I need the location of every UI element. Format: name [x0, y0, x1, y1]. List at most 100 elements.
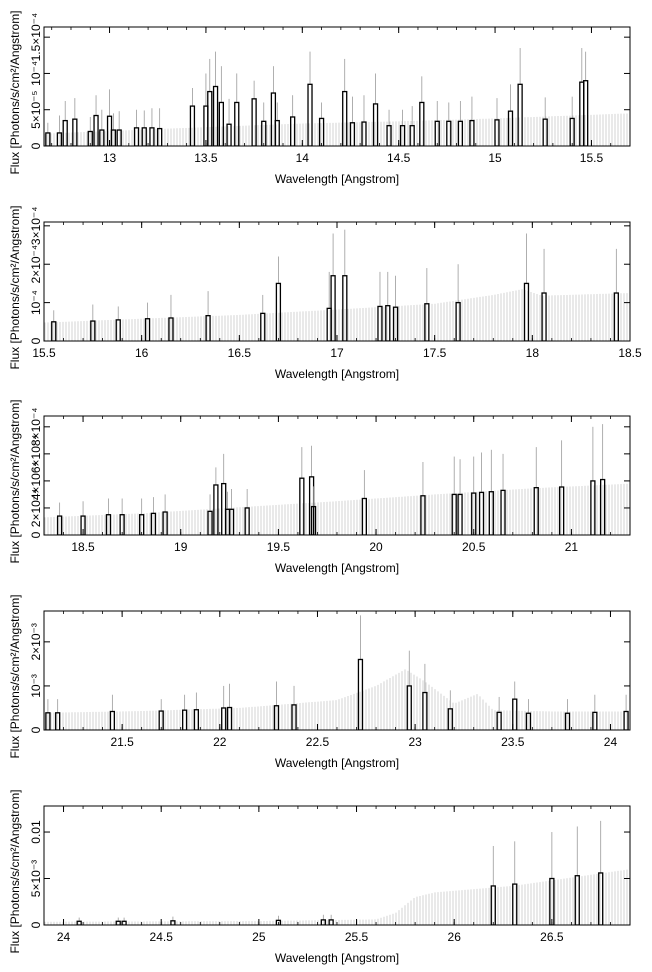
line-bar — [500, 489, 506, 535]
x-axis-title: Wavelength [Angstrom] — [275, 367, 399, 381]
panel-data — [44, 424, 628, 535]
line-bar — [299, 477, 305, 535]
line-bar — [149, 127, 155, 146]
x-tick-label: 14 — [296, 151, 310, 165]
panel-1: 13 13.5 14 14.5 15 15.5 0 5×10⁻⁵ 10⁻⁴1.5×10⁻⁴ Wav… — [8, 10, 631, 186]
y-axis-title: Flux [Photons/s/cm²/Angstrom] — [8, 205, 22, 369]
x-tick-label: 15.5 — [32, 346, 56, 360]
y-axis-title: Flux [Photons/s/cm²/Angstrom] — [8, 594, 22, 758]
line-bar — [377, 305, 383, 341]
line-bar — [109, 710, 116, 730]
line-bar — [291, 704, 297, 730]
line-bar — [115, 920, 121, 925]
y-axis-title: Flux [Photons/s/cm²/Angstrom] — [8, 789, 22, 953]
line-bar — [244, 507, 250, 535]
line-bar — [158, 710, 164, 730]
line-bar — [598, 872, 604, 925]
x-tick-label: 24 — [604, 735, 618, 749]
line-bar — [213, 484, 219, 535]
line-bar — [386, 125, 392, 146]
x-tick-label: 18.5 — [618, 346, 642, 360]
line-bar — [228, 508, 235, 535]
x-tick-label: 26.5 — [540, 930, 564, 944]
panel-data — [44, 48, 628, 146]
line-bar — [419, 101, 425, 146]
line-bar — [212, 85, 219, 146]
line-bar — [320, 919, 326, 925]
panel-2: 15.5 16 16.5 17 17.5 18 18.5 0 10⁻⁴ 2×10⁻⁴3×10⁻⁴ W… — [8, 205, 642, 381]
line-bar — [583, 80, 589, 146]
x-tick-label: 20.5 — [462, 540, 486, 554]
y-tick-label: 2×10⁻³ — [29, 623, 43, 660]
x-tick-label: 13 — [103, 151, 117, 165]
line-bar — [181, 709, 188, 730]
x-tick-label: 24.5 — [150, 930, 174, 944]
line-bar — [478, 491, 485, 535]
model-continuum — [44, 483, 628, 535]
line-bar — [55, 712, 61, 730]
line-bar — [45, 132, 51, 146]
line-bar — [564, 712, 571, 730]
line-bar — [105, 514, 112, 535]
line-bar — [170, 920, 176, 925]
y-axis-title: Flux [Photons/s/cm²/Angstrom] — [8, 10, 22, 174]
y-tick-label: 6×10⁻⁴ — [29, 435, 43, 474]
line-bar — [221, 707, 227, 730]
line-bar — [457, 493, 463, 535]
y-tick-label: 2×10⁻⁴ — [29, 245, 43, 284]
line-bar — [139, 514, 145, 535]
y-tick-label: 0 — [29, 726, 43, 733]
x-tick-label: 15.5 — [580, 151, 604, 165]
line-bar — [307, 83, 313, 146]
x-axis-title: Wavelength [Angstrom] — [275, 172, 399, 186]
line-bar — [574, 875, 580, 925]
x-tick-label: 21 — [565, 540, 579, 554]
line-bar — [542, 118, 548, 146]
line-bar — [150, 512, 157, 535]
x-tick-label: 19 — [174, 540, 188, 554]
line-bar — [512, 883, 518, 925]
y-tick-label: 3×10⁻⁴ — [29, 207, 43, 246]
line-bar — [133, 127, 140, 146]
line-bar — [523, 282, 530, 341]
line-bar — [270, 92, 277, 146]
line-bar — [234, 101, 240, 146]
x-tick-label: 14.5 — [387, 151, 411, 165]
line-bar — [549, 877, 555, 925]
line-bar — [451, 493, 457, 535]
line-bar — [273, 705, 280, 730]
y-tick-label: 10⁻⁴ — [29, 61, 43, 86]
line-bar — [446, 120, 452, 146]
line-bar — [93, 114, 99, 146]
line-bar — [361, 121, 367, 146]
y-tick-label: 0 — [29, 337, 43, 344]
line-bar — [193, 709, 200, 730]
x-tick-label: 24 — [57, 930, 71, 944]
y-tick-label: 8×10⁻⁴ — [29, 408, 43, 447]
y-tick-label: 1.5×10⁻⁴ — [29, 13, 43, 62]
line-bar — [424, 303, 430, 341]
line-bar — [569, 117, 575, 146]
x-tick-label: 19.5 — [267, 540, 291, 554]
x-tick-label: 25 — [252, 930, 266, 944]
x-tick-label: 25.5 — [345, 930, 369, 944]
y-tick-label: 0 — [29, 921, 43, 928]
model-continuum — [44, 289, 628, 341]
line-bar — [342, 275, 348, 341]
model-continuum — [44, 669, 628, 730]
panel-data — [44, 820, 628, 925]
line-bar — [115, 319, 121, 341]
line-bar — [205, 315, 211, 341]
x-axis-title: Wavelength [Angstrom] — [275, 951, 399, 965]
line-bar — [110, 129, 117, 146]
line-bar — [141, 127, 147, 146]
line-bar — [251, 98, 257, 146]
line-bar — [496, 711, 502, 730]
line-bar — [457, 120, 464, 146]
x-tick-label: 23 — [408, 735, 422, 749]
line-bar — [218, 101, 224, 146]
line-bar — [157, 127, 163, 146]
line-bar — [558, 486, 565, 535]
line-bar — [144, 318, 151, 341]
